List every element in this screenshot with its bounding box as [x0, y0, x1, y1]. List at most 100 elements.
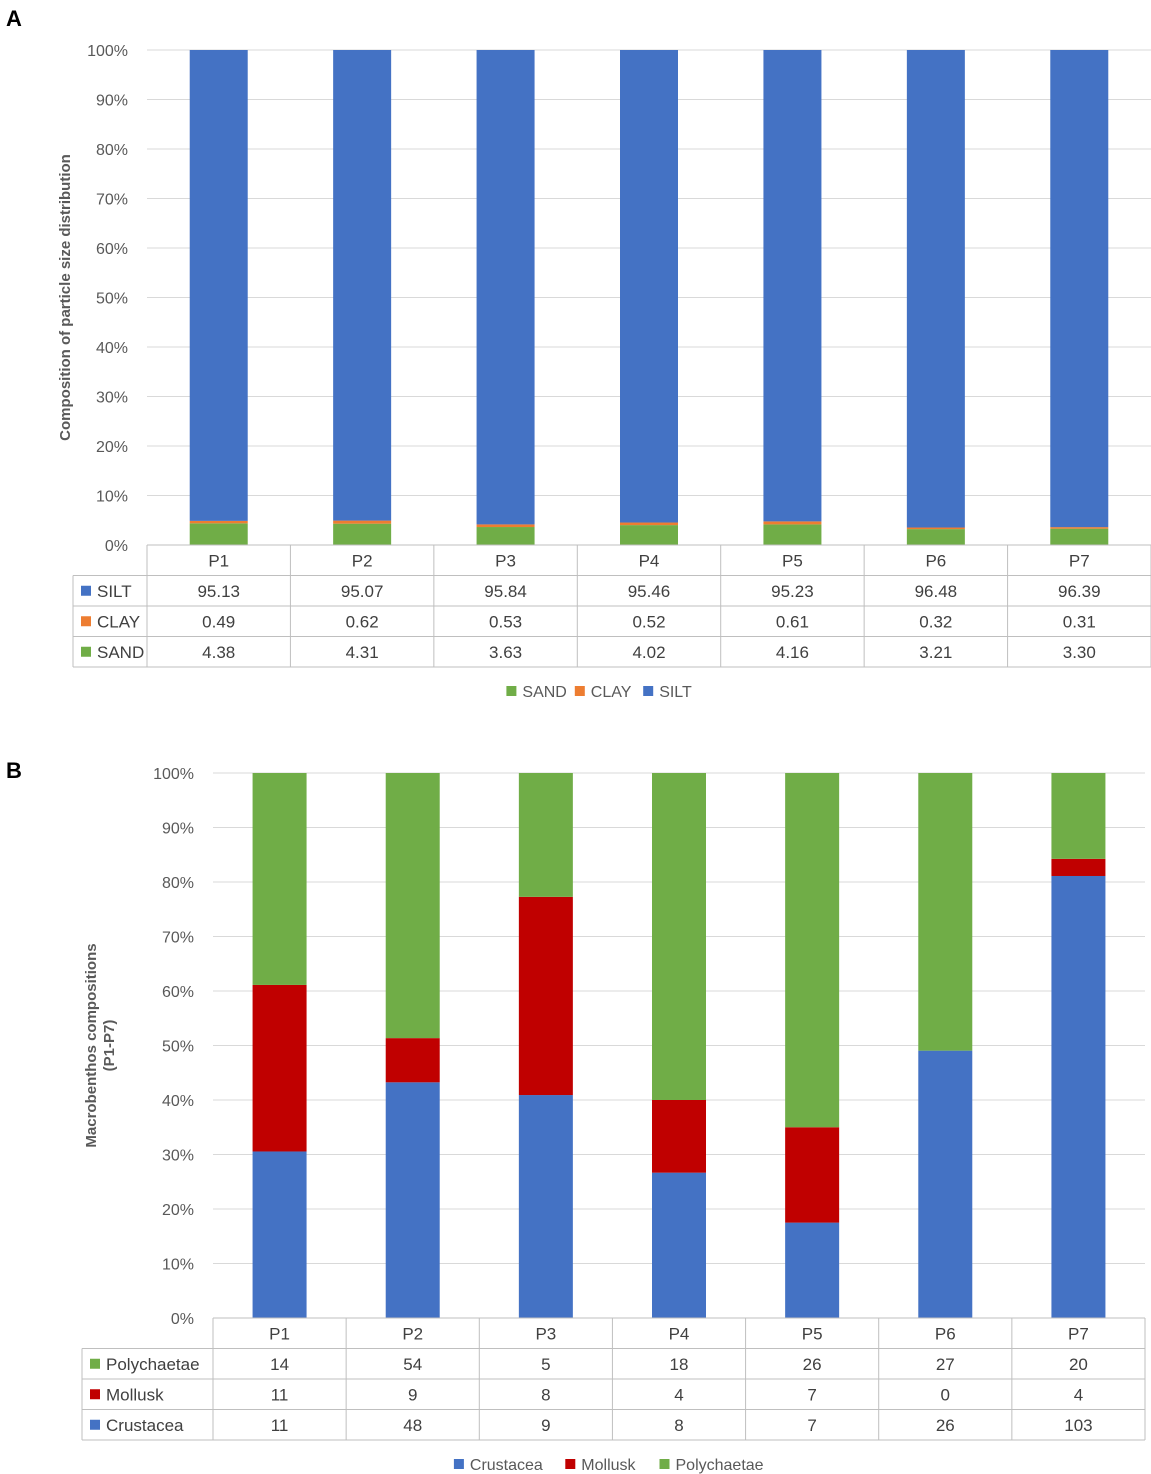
- chart-b-category-label: P5: [802, 1324, 823, 1343]
- chart-a-data-label: 0.31: [1063, 612, 1096, 631]
- chart-a-row-label-sand: SAND: [97, 643, 144, 662]
- chart-a-bar-p4-sand: [620, 525, 678, 545]
- chart-b-y-tick-label: 40%: [162, 1093, 194, 1110]
- chart-a-bar-p7-clay: [1050, 527, 1109, 529]
- chart-b-y-tick-label: 70%: [162, 930, 194, 947]
- chart-a-category-label: P1: [208, 551, 229, 570]
- chart-a-data-label: 0.32: [919, 612, 952, 631]
- chart-a-category-label: P6: [925, 551, 946, 570]
- chart-a-data-label: 0.49: [202, 612, 235, 631]
- chart-b-row-key-polychaetae: [90, 1358, 100, 1369]
- chart-b-data-label: 103: [1064, 1416, 1092, 1435]
- chart-b-bar-p6-polychaetae: [918, 773, 973, 1051]
- chart-b-data-label: 20: [1069, 1355, 1088, 1374]
- chart-b-y-axis-title: Macrobenthos compositions(P1-P7): [83, 943, 118, 1147]
- chart-b-data-label: 18: [670, 1355, 689, 1374]
- panel-a-letter: A: [6, 6, 22, 31]
- chart-b-data-label: 0: [941, 1385, 950, 1404]
- chart-a-y-tick-label: 100%: [87, 43, 128, 60]
- chart-a-y-tick-label: 40%: [96, 340, 128, 357]
- chart-b-bar-p7-polychaetae: [1051, 773, 1106, 859]
- chart-b-y-tick-label: 30%: [162, 1148, 194, 1165]
- chart-a-y-tick-label: 20%: [96, 439, 128, 456]
- chart-b-data-label: 5: [541, 1355, 550, 1374]
- chart-a-bar-p1-clay: [189, 520, 248, 524]
- chart-b-data-label: 26: [936, 1416, 955, 1435]
- chart-a-data-label: 96.48: [915, 582, 958, 601]
- chart-b-macrobenthos: 0% 10% 20% 30% 40% 50% 60% 70% 80% 90% 100% Macrobe…: [81, 766, 1146, 1474]
- chart-a-data-label: 0.52: [632, 612, 665, 631]
- chart-a-data-label: 96.39: [1058, 582, 1101, 601]
- chart-a-data-label: 95.84: [484, 582, 527, 601]
- chart-b-category-label: P7: [1068, 1324, 1089, 1343]
- chart-a-bar-p3-clay: [476, 524, 535, 528]
- chart-a-bar-p3-silt: [476, 50, 535, 525]
- chart-a-data-label: 95.46: [628, 582, 671, 601]
- chart-a-y-axis-title: Composition of particle size distributio…: [57, 154, 74, 441]
- chart-a-category-label: P5: [782, 551, 803, 570]
- chart-a-legend: SAND CLAY SILT: [506, 684, 692, 701]
- chart-b-data-label: 54: [403, 1355, 422, 1374]
- chart-a-legend-swatch-silt: [643, 686, 654, 696]
- chart-a-y-tick-label: 0%: [105, 538, 128, 555]
- chart-b-bar-p1-polychaetae: [252, 773, 307, 985]
- chart-b-row-label-polychaetae: Polychaetae: [106, 1355, 200, 1374]
- chart-a-category-label: P3: [495, 551, 516, 570]
- chart-a-bar-p1-sand: [189, 523, 248, 545]
- chart-a-bar-p5-sand: [763, 524, 822, 545]
- chart-b-category-label: P3: [535, 1324, 556, 1343]
- chart-a-y-tick-label: 60%: [96, 241, 128, 258]
- chart-a-particle-size: 0% 10% 20% 30% 40% 50% 60% 70% 80% 90% 100% Composi…: [57, 43, 1151, 701]
- chart-a-data-label: 95.13: [197, 582, 240, 601]
- chart-b-legend-swatch-crustacea: [453, 1459, 464, 1469]
- chart-a-data-label: 4.02: [632, 643, 665, 662]
- chart-b-data-label: 48: [403, 1416, 422, 1435]
- chart-a-y-tick-label: 10%: [96, 489, 128, 506]
- chart-b-legend-swatch-mollusk: [565, 1459, 576, 1469]
- chart-a-bar-p2-clay: [333, 520, 392, 524]
- chart-a-row-label-clay: CLAY: [97, 612, 140, 631]
- chart-a-bar-p5-silt: [763, 50, 822, 522]
- chart-a-data-label: 4.38: [202, 643, 235, 662]
- chart-a-category-label: P4: [639, 551, 660, 570]
- chart-b-y-tick-label: 10%: [162, 1257, 194, 1274]
- chart-b-data-label: 8: [674, 1416, 683, 1435]
- chart-b-y-tick-label: 50%: [162, 1039, 194, 1056]
- chart-b-bar-p4-polychaetae: [652, 773, 706, 1100]
- chart-b-legend-label-crustacea: Crustacea: [470, 1457, 543, 1474]
- chart-b-bar-p4-crustacea: [652, 1172, 706, 1318]
- chart-a-legend-swatch-sand: [506, 686, 517, 696]
- chart-a-y-tick-label: 90%: [96, 93, 128, 110]
- chart-b-bar-p5-polychaetae: [785, 773, 840, 1128]
- chart-b-category-label: P2: [402, 1324, 423, 1343]
- chart-b-data-label: 11: [271, 1385, 289, 1404]
- chart-a-y-tick-label: 70%: [96, 192, 128, 209]
- chart-a-y-tick-label: 30%: [96, 390, 128, 407]
- chart-b-data-label: 9: [541, 1416, 550, 1435]
- chart-b-data-label: 4: [1074, 1385, 1083, 1404]
- chart-a-row-key-clay: [81, 616, 91, 627]
- chart-b-y-tick-label: 60%: [162, 984, 194, 1001]
- chart-b-bar-p3-crustacea: [518, 1095, 573, 1318]
- chart-b-y-tick-label: 0%: [171, 1311, 194, 1328]
- chart-b-category-label: P6: [935, 1324, 956, 1343]
- chart-b-legend-swatch-polychaetae: [659, 1459, 670, 1469]
- chart-b-data-label: 4: [674, 1385, 683, 1404]
- chart-a-data-label: 0.53: [489, 612, 522, 631]
- chart-b-y-tick-label: 80%: [162, 875, 194, 892]
- chart-a-bar-p6-silt: [906, 50, 965, 528]
- chart-a-row-key-silt: [81, 585, 91, 596]
- chart-b-category-label: P4: [669, 1324, 690, 1343]
- chart-a-bar-p5-clay: [763, 521, 822, 525]
- chart-a-category-label: P7: [1069, 551, 1090, 570]
- chart-a-bar-p7-silt: [1050, 50, 1109, 528]
- chart-b-bar-p7-mollusk: [1051, 858, 1106, 876]
- chart-b-bar-p2-mollusk: [385, 1038, 440, 1083]
- chart-b-data-label: 8: [541, 1385, 550, 1404]
- chart-b-bar-p7-crustacea: [1051, 875, 1106, 1318]
- chart-b-y-tick-label: 90%: [162, 821, 194, 838]
- chart-b-data-label: 7: [807, 1385, 816, 1404]
- chart-b-bar-p4-mollusk: [652, 1100, 706, 1173]
- chart-a-bar-p6-sand: [906, 529, 965, 545]
